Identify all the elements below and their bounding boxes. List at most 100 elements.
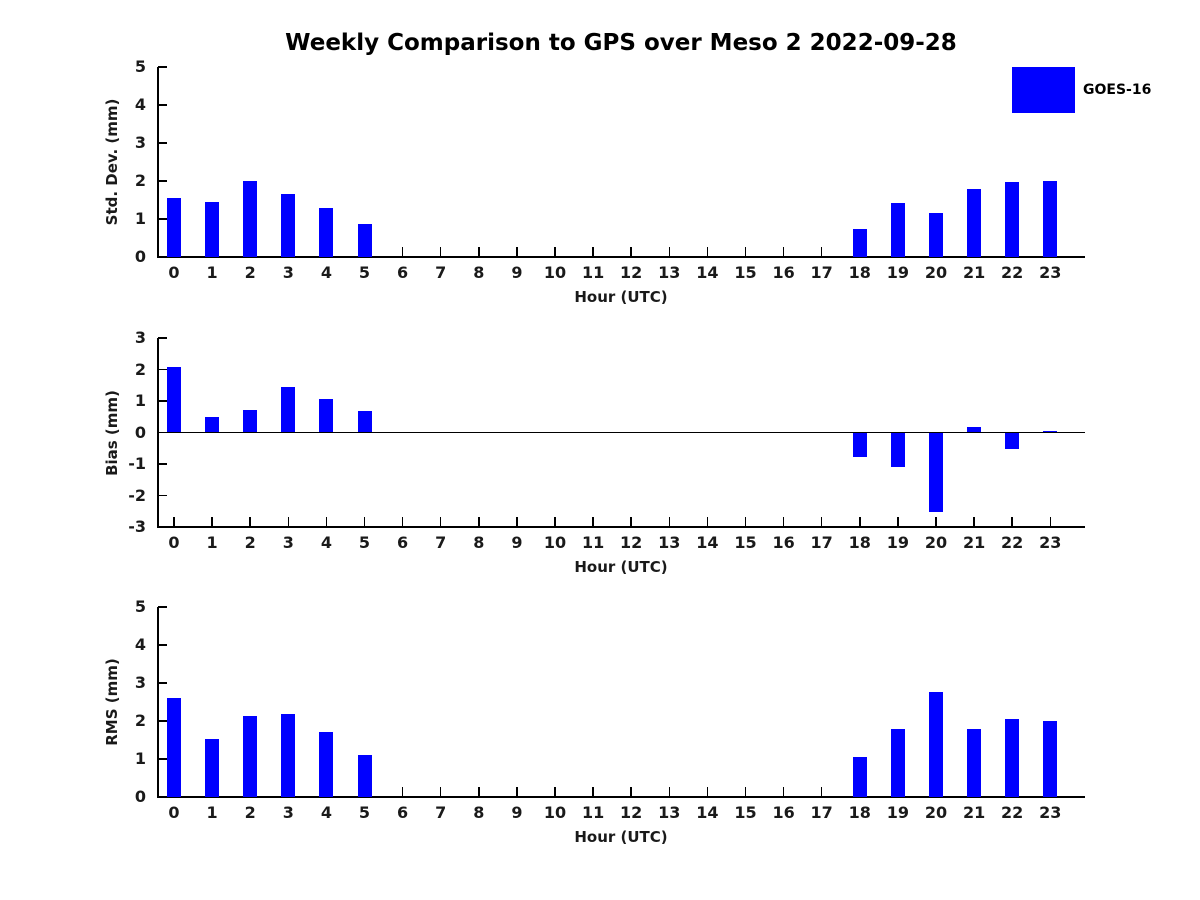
x-tick-label: 19 [886, 263, 910, 282]
x-tick-label: 15 [734, 533, 757, 552]
x-tick-label: 23 [1039, 533, 1062, 552]
x-tick [363, 247, 366, 256]
x-tick [782, 247, 785, 256]
x-tick [287, 517, 290, 526]
x-tick [249, 787, 251, 796]
bar-hour-21 [967, 427, 982, 433]
bar-hour-3 [281, 194, 296, 257]
x-tick [325, 247, 328, 256]
bar-hour-0 [167, 698, 181, 797]
x-tick [897, 247, 899, 256]
y-tick [158, 526, 167, 528]
bar-hour-4 [319, 732, 334, 797]
x-tick [935, 247, 937, 256]
x-tick [706, 247, 709, 256]
bar-hour-18 [852, 757, 867, 797]
x-tick [630, 247, 632, 256]
x-tick [782, 517, 785, 526]
x-tick-label: 8 [473, 263, 485, 282]
x-axis-label: Hour (UTC) [574, 288, 668, 306]
y-tick [158, 682, 167, 684]
bar-hour-5 [357, 411, 372, 433]
y-tick [158, 180, 167, 182]
x-tick [706, 517, 709, 526]
x-tick [554, 247, 556, 256]
x-tick [859, 517, 861, 526]
bar-hour-22 [1005, 719, 1020, 797]
x-tick-label: 9 [511, 533, 523, 552]
x-tick [935, 517, 937, 526]
x-tick [401, 517, 404, 526]
x-tick-label: 1 [206, 263, 218, 282]
x-tick-label: 12 [620, 263, 643, 282]
x-tick [592, 517, 594, 526]
y-tick-label: -3 [128, 517, 146, 536]
x-tick-label: 11 [581, 263, 605, 282]
bar-hour-23 [1043, 430, 1058, 433]
x-tick-label: 21 [962, 533, 986, 552]
x-tick [897, 517, 899, 526]
y-tick-label: 2 [134, 171, 146, 190]
x-tick [973, 517, 975, 526]
x-tick-label: 20 [924, 263, 948, 282]
x-tick [859, 247, 861, 256]
bar-hour-22 [1005, 182, 1020, 257]
x-tick-label: 3 [282, 263, 294, 282]
y-tick-label: 3 [134, 673, 146, 692]
x-tick-label: 6 [397, 263, 409, 282]
x-tick [478, 247, 480, 256]
x-tick-label: 7 [435, 803, 447, 822]
y-tick [158, 758, 167, 760]
y-tick [158, 337, 167, 339]
x-tick [173, 517, 175, 526]
x-axis-label: Hour (UTC) [574, 558, 668, 576]
x-tick-label: 19 [886, 533, 910, 552]
y-axis-label: Std. Dev. (mm) [103, 98, 121, 226]
y-tick-label: 0 [134, 787, 146, 806]
x-tick [287, 247, 290, 256]
bar-hour-3 [281, 714, 296, 797]
y-tick [158, 218, 167, 220]
x-tick-label: 20 [924, 533, 948, 552]
bar-hour-5 [357, 223, 372, 257]
y-tick-label: -1 [128, 454, 146, 473]
x-tick [1049, 517, 1052, 526]
x-tick [668, 787, 671, 796]
x-tick [516, 517, 518, 526]
x-tick-label: 22 [1001, 803, 1024, 822]
x-tick [401, 787, 404, 796]
x-tick-label: 12 [620, 803, 643, 822]
x-axis-spine [157, 256, 1085, 258]
x-tick [744, 517, 747, 526]
bar-hour-5 [357, 755, 372, 797]
x-tick-label: 18 [848, 263, 871, 282]
x-tick-label: 9 [511, 803, 523, 822]
x-tick-label: 5 [358, 263, 371, 282]
x-tick-label: 19 [886, 803, 910, 822]
x-tick-label: 18 [848, 533, 871, 552]
y-tick-label: 0 [134, 422, 146, 442]
x-tick [935, 787, 937, 796]
y-axis-spine [157, 607, 159, 797]
x-tick-label: 14 [696, 263, 719, 282]
x-tick [249, 517, 251, 526]
x-tick-label: 4 [320, 263, 332, 282]
x-tick-label: 16 [772, 263, 795, 282]
x-tick-label: 11 [581, 803, 605, 822]
x-tick [554, 517, 556, 526]
x-tick [668, 247, 671, 256]
bar-hour-4 [319, 399, 334, 433]
x-tick [401, 247, 404, 256]
bar-hour-21 [967, 728, 982, 797]
legend-swatch-goes-16 [1012, 67, 1075, 113]
x-tick [173, 787, 175, 796]
y-tick [158, 142, 167, 144]
bar-hour-22 [1005, 432, 1020, 449]
x-tick [782, 787, 785, 796]
bar-hour-4 [319, 207, 334, 257]
x-tick-label: 21 [962, 263, 986, 282]
x-tick [820, 787, 823, 796]
x-tick-label: 12 [620, 533, 643, 552]
x-tick [706, 787, 709, 796]
